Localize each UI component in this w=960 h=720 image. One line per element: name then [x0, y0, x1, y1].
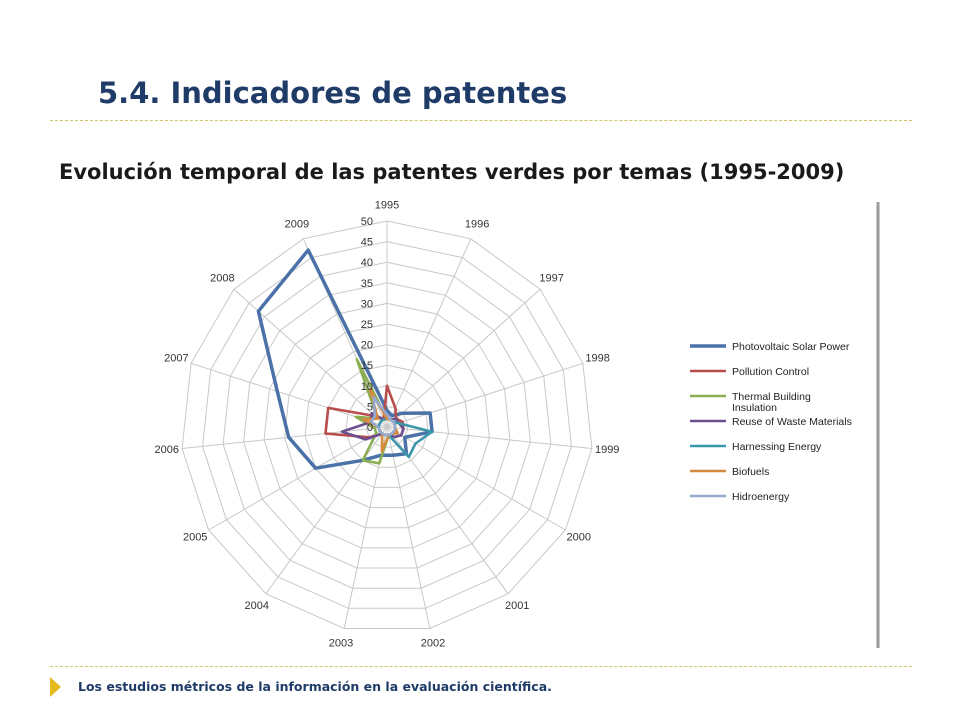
category-label: 2008 — [210, 273, 234, 285]
series-line — [370, 395, 397, 437]
radar-chart: 1995199619971998199920002001200220032004… — [122, 198, 882, 650]
radial-tick-label: 10 — [361, 381, 373, 393]
category-label: 2006 — [155, 444, 179, 456]
radial-tick-label: 15 — [361, 360, 373, 372]
grid-spoke — [182, 426, 388, 449]
grid-ring — [324, 364, 450, 488]
legend-label-line: Biofuels — [732, 466, 769, 478]
footer-arrow-icon — [50, 677, 61, 697]
radar-chart-container: 1995 1996 1997 1998 1999 2000 2001 2002 2003 2004… — [122, 198, 882, 650]
grid-ring — [243, 282, 531, 569]
grid-spoke — [386, 288, 541, 428]
legend-label: Photovoltaic Solar Power — [732, 341, 850, 353]
legend-label: Reuse of Waste Materials — [732, 416, 852, 428]
footer-text: Los estudios métricos de la información … — [78, 679, 552, 694]
category-label: 2005 — [183, 532, 207, 544]
legend-label-line: Photovoltaic Solar Power — [732, 341, 850, 353]
grid-spoke — [386, 238, 472, 428]
legend-label: Hidroenergy — [732, 491, 790, 503]
category-label: 1996 — [465, 219, 489, 231]
legend-label-line: Pollution Control — [732, 366, 809, 378]
grid-spoke — [190, 362, 388, 428]
legend-label-line: Thermal Building — [732, 391, 811, 403]
grid-ring — [181, 220, 593, 629]
grid-ring — [263, 302, 511, 549]
category-label: 1999 — [595, 444, 619, 456]
category-label: 2000 — [567, 532, 591, 544]
legend-label-line: Harnessing Energy — [732, 441, 822, 453]
radial-tick-label: 20 — [361, 340, 373, 352]
radial-tick-label: 30 — [361, 298, 373, 310]
grid-ring — [284, 323, 490, 529]
category-label: 2002 — [421, 638, 445, 650]
legend-label-line: Insulation — [732, 402, 777, 414]
legend-label: Thermal Building Insulation — [732, 391, 811, 414]
radial-tick-label: 25 — [361, 319, 373, 331]
grid-ring — [345, 385, 429, 468]
grid-spoke — [208, 426, 388, 531]
grid-spoke — [386, 426, 592, 449]
title-divider — [50, 120, 912, 121]
category-label: 1997 — [539, 273, 563, 285]
legend-label: Harnessing Energy — [732, 441, 822, 453]
grid-ring — [304, 344, 470, 509]
legend-label: Biofuels — [732, 466, 769, 478]
grid-spoke — [386, 362, 584, 428]
category-label: 2001 — [505, 600, 529, 612]
category-label: 2009 — [285, 219, 309, 231]
footer-divider — [50, 666, 912, 667]
legend-label-line: Hidroenergy — [732, 491, 790, 503]
radial-tick-label: 5 — [367, 401, 373, 413]
legend-label-line: Reuse of Waste Materials — [732, 416, 852, 428]
grid-spoke — [386, 426, 431, 629]
radial-tick-label: 45 — [361, 237, 373, 249]
category-label: 2003 — [329, 638, 353, 650]
category-label: 2007 — [164, 353, 188, 365]
category-label: 1998 — [585, 353, 609, 365]
grid-ring — [222, 261, 552, 589]
radial-tick-label: 40 — [361, 257, 373, 269]
radial-tick-label: 35 — [361, 278, 373, 290]
series-line — [256, 248, 434, 470]
radial-tick-label: 50 — [361, 216, 373, 228]
slide-title: 5.4. Indicadores de patentes — [98, 76, 568, 110]
chart-legend: Photovoltaic Solar Power Pollution Contro… — [690, 341, 852, 503]
slide-subtitle: Evolución temporal de las patentes verde… — [59, 160, 845, 184]
radial-tick-label: 0 — [367, 422, 373, 434]
grid-ring — [202, 241, 572, 609]
category-label: 2004 — [245, 600, 269, 612]
legend-label: Pollution Control — [732, 366, 809, 378]
category-label: 1995 — [375, 200, 399, 212]
